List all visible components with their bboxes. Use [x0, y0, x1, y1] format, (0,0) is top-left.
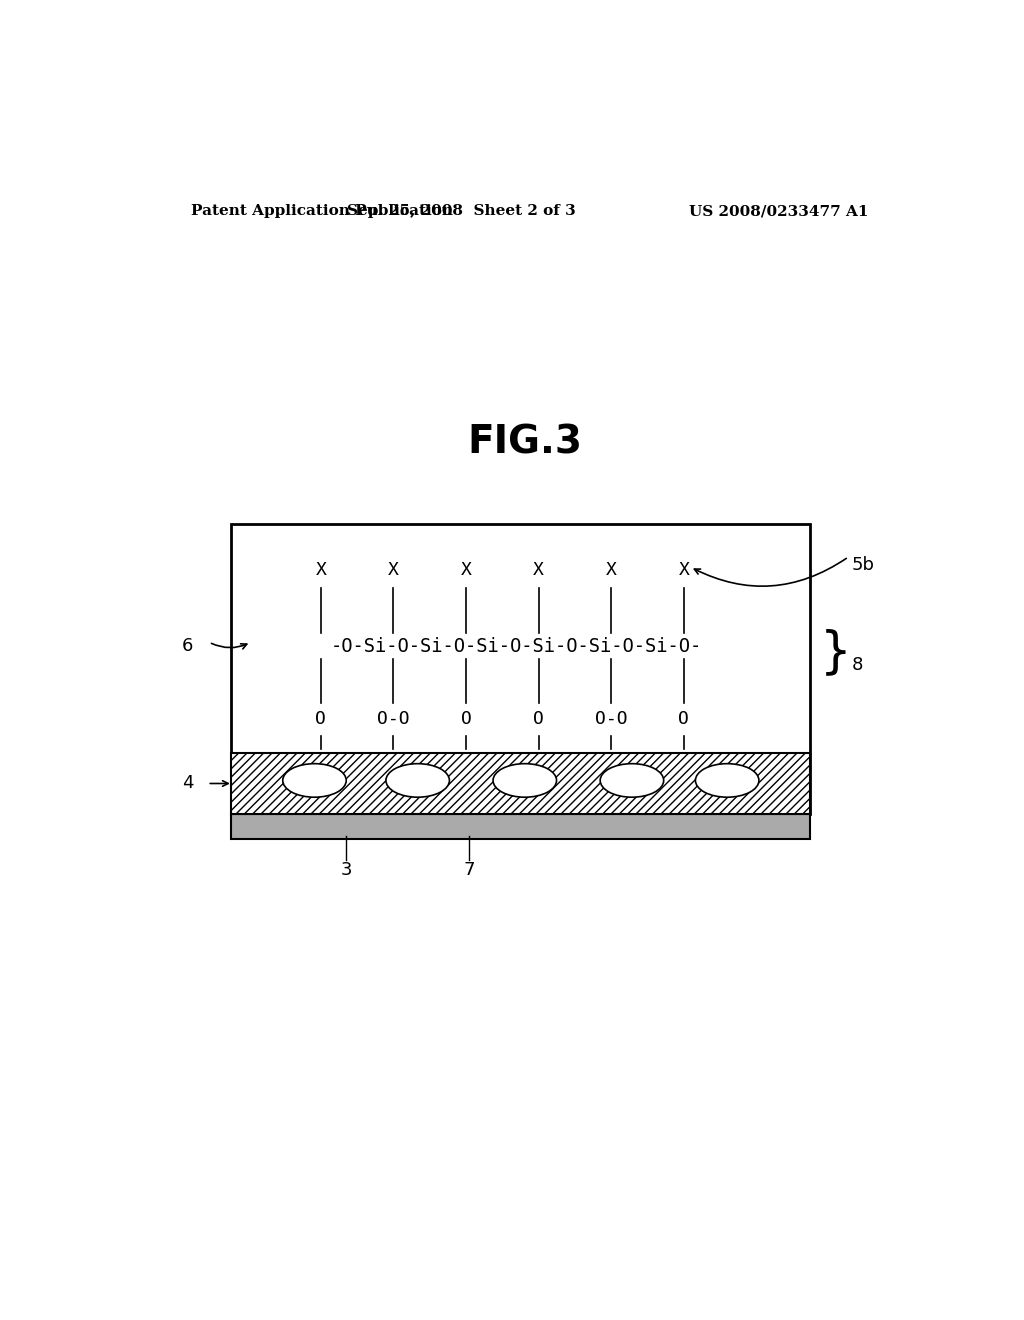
Text: 6: 6	[181, 638, 194, 655]
Text: Sep. 25, 2008  Sheet 2 of 3: Sep. 25, 2008 Sheet 2 of 3	[347, 205, 575, 218]
Text: 4: 4	[181, 775, 194, 792]
Ellipse shape	[283, 764, 346, 797]
Text: O-O: O-O	[377, 710, 410, 729]
Bar	[231, 814, 811, 840]
Bar	[231, 752, 811, 814]
Bar	[231, 524, 811, 814]
Text: O: O	[461, 710, 471, 729]
Text: -O-Si-O-Si-O-Si-O-Si-O-Si-O-Si-O-: -O-Si-O-Si-O-Si-O-Si-O-Si-O-Si-O-	[331, 636, 702, 656]
Ellipse shape	[493, 764, 557, 797]
Ellipse shape	[600, 764, 664, 797]
Text: US 2008/0233477 A1: US 2008/0233477 A1	[689, 205, 868, 218]
Text: X: X	[534, 561, 544, 579]
Ellipse shape	[695, 764, 759, 797]
Text: X: X	[461, 561, 471, 579]
Text: X: X	[679, 561, 689, 579]
Text: 3: 3	[341, 861, 352, 879]
Text: O: O	[315, 710, 327, 729]
Text: X: X	[388, 561, 399, 579]
Text: 7: 7	[464, 861, 475, 879]
Text: FIG.3: FIG.3	[467, 424, 583, 462]
Text: Patent Application Publication: Patent Application Publication	[191, 205, 454, 218]
Text: O: O	[679, 710, 689, 729]
Text: X: X	[606, 561, 616, 579]
Text: O: O	[534, 710, 544, 729]
Text: O-O: O-O	[595, 710, 628, 729]
Text: 8: 8	[852, 656, 863, 673]
Text: 5b: 5b	[852, 556, 874, 574]
Ellipse shape	[386, 764, 450, 797]
Text: }: }	[820, 628, 852, 676]
Text: X: X	[315, 561, 327, 579]
